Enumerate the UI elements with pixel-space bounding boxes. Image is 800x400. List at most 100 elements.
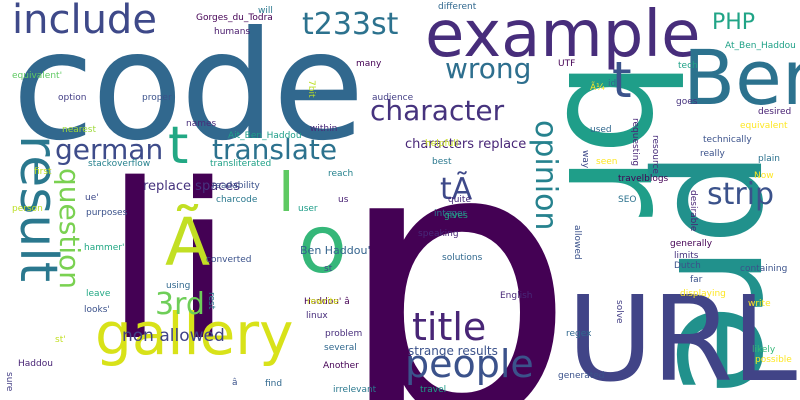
cloud-word: rest [206, 292, 216, 310]
cloud-word: leave [86, 289, 111, 299]
cloud-word: At_Ben_Haddou [725, 41, 796, 51]
cloud-word: translate [212, 133, 338, 166]
cloud-word: far [690, 275, 703, 285]
cloud-word: travelblogs [618, 174, 669, 184]
cloud-word: Ben [683, 33, 800, 122]
cloud-word: tÃ [440, 172, 473, 207]
cloud-word: travel [420, 385, 447, 395]
cloud-word: Another [323, 361, 359, 371]
cloud-word: 7bit [306, 80, 316, 98]
cloud-word: using [166, 281, 191, 291]
cloud-word: displaying [680, 289, 726, 299]
cloud-word: t233st [302, 7, 399, 42]
cloud-word: gives [444, 211, 468, 221]
cloud-word: will [258, 6, 273, 16]
cloud-word: limits [674, 251, 699, 261]
cloud-word: irrelevant [333, 385, 377, 395]
cloud-word: best [432, 157, 452, 167]
cloud-word: include [12, 0, 157, 43]
cloud-word: replace spaces [143, 179, 241, 194]
cloud-word: Haddou' â [304, 297, 350, 307]
cloud-word: Ben Haddou' [300, 244, 371, 257]
cloud-word: example [425, 0, 701, 72]
cloud-word: different [438, 2, 477, 12]
cloud-word: gallery [95, 300, 294, 368]
cloud-word: desired [758, 107, 792, 117]
cloud-word: problem [325, 329, 363, 339]
cloud-word: reach [328, 169, 354, 179]
cloud-word: purposes [86, 208, 128, 218]
cloud-word: possible [755, 355, 792, 365]
cloud-word: st' [55, 335, 66, 345]
cloud-word: Ã [165, 204, 211, 281]
cloud-word: resource [650, 135, 660, 174]
cloud-word: charcode [216, 195, 258, 205]
cloud-word: containing [740, 264, 788, 274]
cloud-word: sure [4, 372, 14, 392]
cloud-word: UTF [558, 59, 576, 69]
cloud-word: Haddou [18, 359, 53, 369]
cloud-word: integer [434, 209, 467, 219]
cloud-word: â [232, 378, 238, 388]
cloud-word: code [12, 0, 365, 174]
cloud-word: equivalent' [12, 71, 63, 81]
cloud-word: german [55, 133, 164, 166]
cloud-word: within [310, 124, 338, 134]
cloud-word: I [278, 160, 295, 225]
cloud-word: find [265, 379, 283, 389]
cloud-word: nearest [62, 125, 97, 135]
cloud-word: title [412, 305, 487, 349]
cloud-word: PHP [712, 10, 756, 35]
cloud-word: equivalent [740, 121, 788, 131]
cloud-word: audience [372, 93, 414, 103]
cloud-word: URL [567, 270, 797, 400]
cloud-word: goes [676, 97, 698, 107]
cloud-word: generated [558, 371, 605, 381]
cloud-word: p [335, 63, 577, 400]
cloud-word: li [105, 137, 241, 388]
cloud-word: write [748, 299, 771, 309]
cloud-word: opinion [528, 120, 563, 231]
cloud-word: t [612, 51, 632, 109]
cloud-word: humans [214, 27, 251, 37]
cloud-word: proper [142, 93, 172, 103]
cloud-word: SEO [618, 195, 637, 205]
cloud-word: Ã¼ [590, 83, 605, 93]
cloud-word: looks' [84, 305, 110, 315]
cloud-word: 3rd [155, 287, 205, 322]
cloud-word: question [53, 168, 86, 289]
cloud-word: t [168, 116, 189, 176]
cloud-word: non allowed [122, 326, 225, 346]
cloud-word: br [533, 60, 707, 217]
cloud-word: character [370, 94, 505, 127]
cloud-word: option [58, 93, 87, 103]
cloud-word: st [324, 264, 333, 274]
cloud-word: wrong [445, 52, 532, 85]
cloud-word: o [298, 198, 347, 291]
cloud-word: strip [707, 177, 775, 212]
cloud-word: result [8, 135, 68, 283]
cloud-word: user [298, 204, 318, 214]
cloud-word: id [608, 79, 617, 89]
cloud-word: linux [306, 311, 328, 321]
cloud-word: stackoverflow [88, 159, 151, 169]
cloud-word: solutions [442, 253, 483, 263]
cloud-word: ue' [85, 193, 99, 203]
cloud-word: many [356, 59, 382, 69]
cloud-word: strange results [408, 344, 498, 358]
cloud-word: us [338, 195, 349, 205]
cloud-word: transliterated [210, 159, 272, 169]
cloud-word: person [12, 204, 43, 214]
cloud-word: plain [758, 154, 780, 164]
cloud-word: readability [212, 181, 260, 191]
cloud-word: helpfull [425, 139, 459, 149]
cloud-word: Now [754, 171, 774, 181]
cloud-word: seen [596, 157, 618, 167]
cloud-word: converted [206, 255, 252, 265]
cloud-word: regex [566, 329, 592, 339]
cloud-word: English [500, 291, 533, 301]
cloud-word: quite [448, 195, 471, 205]
cloud-word: rewrite [307, 297, 339, 307]
cloud-word: characters replace [405, 137, 527, 152]
